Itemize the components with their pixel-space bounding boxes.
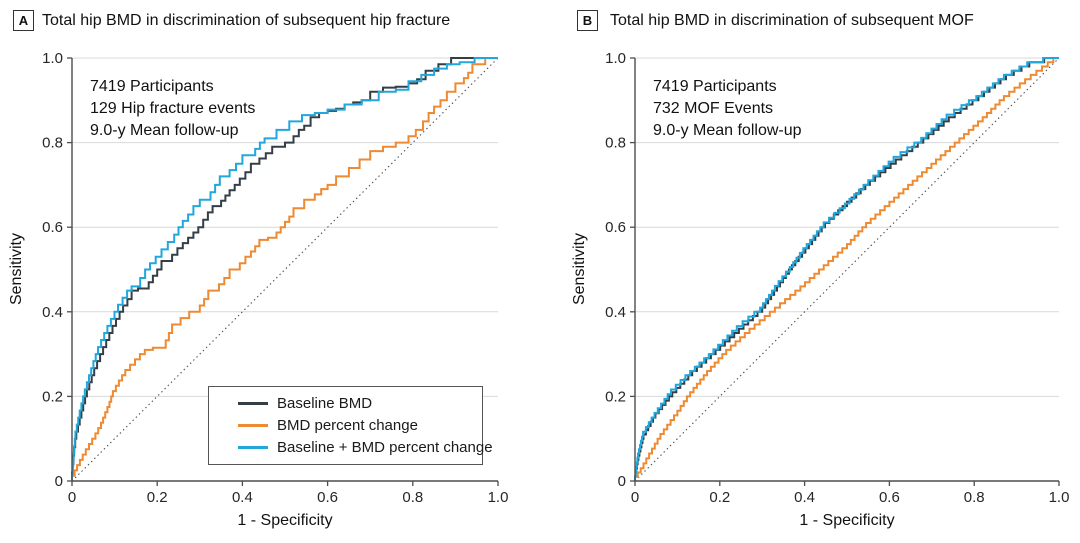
- x-tick-label: 0.2: [147, 489, 168, 506]
- panel-b-annotation: 7419 Participants 732 MOF Events 9.0-y M…: [653, 76, 802, 142]
- x-tick-label: 0.8: [402, 489, 423, 506]
- legend-item-bmd-percent-change: BMD percent change: [238, 417, 482, 435]
- legend-line-swatch: [238, 446, 268, 449]
- annotation-line: 9.0-y Mean follow-up: [90, 122, 239, 139]
- roc-panel-b: 0 0.2 0.4 0.6 0.8 1.0 0 0.2 0.4 0.6 0.8 1.0: [605, 50, 1069, 506]
- x-tick-label: 0: [68, 489, 76, 506]
- legend-label: Baseline + BMD percent change: [277, 439, 493, 456]
- roc-curve-baseline-bmd-percent-change: [634, 57, 1059, 481]
- roc-curve-baseline-bmd-percent-change: [71, 57, 498, 481]
- roc-panel-a: 0 0.2 0.4 0.6 0.8 1.0 0 0.2 0.4 0.6 0.8 1.0: [42, 50, 508, 506]
- panel-b-x-axis-title: 1 - Specificity: [799, 512, 895, 529]
- annotation-line: 7419 Participants: [653, 78, 777, 95]
- diagonal-reference-line: [71, 57, 499, 482]
- legend-line-swatch: [238, 424, 268, 427]
- y-tick-label: 0: [618, 473, 626, 490]
- legend-item-baseline-bmd: Baseline BMD: [238, 395, 482, 413]
- y-tick-label: 0.8: [42, 135, 63, 152]
- panel-b-badge: B: [577, 10, 598, 31]
- y-tick-label: 1.0: [42, 50, 63, 67]
- panel-b-y-axis-title: Sensitivity: [571, 232, 588, 306]
- x-tick-label: 1.0: [1049, 489, 1070, 506]
- panel-a-y-axis-title: Sensitivity: [8, 232, 25, 306]
- y-tick-label: 0.4: [605, 304, 626, 321]
- roc-curve-bmd-percent-change: [634, 57, 1059, 481]
- annotation-line: 129 Hip fracture events: [90, 100, 256, 117]
- annotation-line: 7419 Participants: [90, 78, 214, 95]
- x-tick-label: 0.4: [232, 489, 253, 506]
- x-tick-label: 0.6: [317, 489, 338, 506]
- y-tick-label: 0.8: [605, 135, 626, 152]
- legend-label: BMD percent change: [277, 417, 418, 434]
- y-tick-label: 1.0: [605, 50, 626, 67]
- panel-b-title: Total hip BMD in discrimination of subse…: [610, 12, 974, 29]
- y-tick-label: 0.6: [42, 219, 63, 236]
- roc-curve-bmd-percent-change: [71, 57, 498, 481]
- panel-a-x-axis-title: 1 - Specificity: [237, 512, 333, 529]
- legend-line-swatch: [238, 402, 268, 405]
- legend-label: Baseline BMD: [277, 395, 373, 412]
- diagonal-reference-line: [634, 57, 1060, 482]
- panel-a-title: Total hip BMD in discrimination of subse…: [42, 12, 451, 29]
- legend: Baseline BMD BMD percent change Baseline…: [208, 386, 493, 465]
- legend-item-baseline-plus-bmd-percent-change: Baseline + BMD percent change: [238, 439, 493, 457]
- x-tick-label: 0.8: [964, 489, 985, 506]
- panel-a-annotation: 7419 Participants 129 Hip fracture event…: [90, 76, 255, 142]
- y-tick-label: 0: [55, 473, 63, 490]
- x-tick-label: 0: [631, 489, 639, 506]
- x-tick-label: 1.0: [488, 489, 509, 506]
- y-tick-label: 0.6: [605, 219, 626, 236]
- y-tick-label: 0.2: [605, 388, 626, 405]
- x-tick-label: 0.2: [709, 489, 730, 506]
- panel-a-badge: A: [13, 10, 34, 31]
- annotation-line: 732 MOF Events: [653, 100, 774, 117]
- y-tick-label: 0.2: [42, 388, 63, 405]
- annotation-line: 9.0-y Mean follow-up: [653, 122, 802, 139]
- y-tick-label: 0.4: [42, 304, 63, 321]
- x-tick-label: 0.6: [879, 489, 900, 506]
- x-tick-label: 0.4: [794, 489, 815, 506]
